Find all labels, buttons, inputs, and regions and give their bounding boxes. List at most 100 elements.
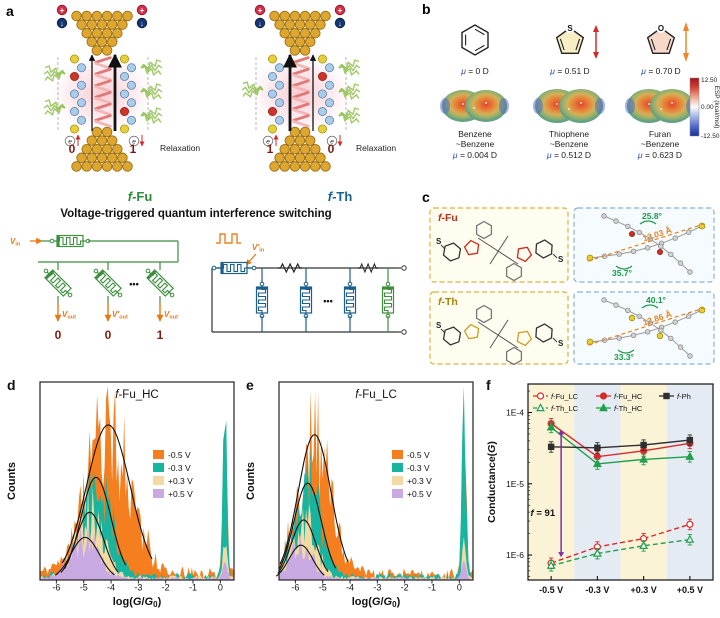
svg-text:~Benzene: ~Benzene [641, 139, 680, 149]
marker-circle [536, 392, 545, 400]
down-arrow: ↓ [338, 19, 342, 28]
pulse-trace [216, 233, 241, 244]
atom [677, 260, 684, 266]
y-axis-label: Conductance(G) [486, 441, 498, 523]
helix-rung [292, 96, 310, 105]
gold-atom [91, 10, 103, 22]
junction-f-fu: + ↓ + ↓ e e 0 1 Relaxation f-Fu [43, 4, 200, 204]
x-tick-label: -1 [428, 583, 436, 593]
gold-atom [299, 27, 311, 39]
gold-atom [320, 10, 331, 22]
marker-triangle [546, 560, 556, 569]
relaxation-label: Relaxation [160, 143, 200, 153]
marker-triangle [599, 403, 608, 412]
resistor-icon [357, 262, 379, 274]
spring-coil [338, 88, 361, 96]
ellipsis-dots: ••• [323, 296, 332, 306]
atom [324, 80, 334, 90]
atom [267, 72, 277, 82]
svg-text:Thiophene: Thiophene [549, 129, 589, 139]
down-arrow: ↓ [140, 19, 144, 28]
helix-rung [94, 96, 112, 105]
marker-square [594, 444, 601, 451]
gold-atom [101, 143, 113, 155]
resistor-zigzag [357, 262, 379, 274]
gold-atom [86, 152, 98, 164]
helix-rung [292, 67, 310, 76]
gold-atom [294, 36, 306, 48]
gold-atom [81, 161, 92, 172]
atom [324, 115, 334, 125]
atom [616, 335, 622, 341]
hist-series [279, 533, 473, 580]
gold-electrode-bottom [71, 126, 133, 172]
atom [616, 251, 622, 257]
atom [267, 89, 277, 99]
esp-map-benzene-benzene [440, 90, 509, 122]
oxygen-atom-label: O [658, 24, 664, 33]
spring-coil [338, 113, 360, 124]
legend-swatch [153, 489, 164, 498]
atom [698, 306, 706, 314]
helix-rung [94, 108, 112, 116]
ring [535, 323, 553, 343]
gold-atom [304, 19, 316, 30]
legend-swatch [392, 476, 403, 485]
esp-colorbar: 12.50 0.00 -12.50 ESP (kcal/mol) [689, 77, 720, 140]
legend-label: f-Th_LC [551, 404, 579, 413]
x-tick-label: 0 [457, 583, 462, 593]
legend-label: f-Fu_HC [614, 392, 643, 401]
memristor-icon [381, 281, 395, 319]
positive-charge-icon: + [56, 4, 68, 16]
atom [324, 63, 334, 73]
gold-atom [122, 161, 133, 172]
current-down-icon: ↓ [254, 17, 266, 29]
gold-atom [81, 10, 92, 22]
gold-atom [299, 161, 311, 172]
positive-charge-icon: + [334, 4, 346, 16]
gold-atom [106, 135, 118, 146]
x-axis-label: log(G/G0) [352, 596, 401, 609]
atom [127, 98, 137, 108]
gold-atom [269, 161, 280, 172]
pi-channel-helix [94, 56, 112, 128]
state-bit: 1 [130, 142, 137, 156]
hist-series [40, 386, 234, 580]
ring [463, 323, 480, 340]
legend-swatch [392, 450, 403, 459]
atom [77, 98, 87, 108]
memristor-icon [43, 268, 73, 298]
ring [475, 304, 493, 324]
resistor-icon [278, 262, 303, 274]
gold-atom [279, 161, 290, 172]
gold-atom [299, 143, 311, 155]
gold-atom [269, 10, 280, 22]
helix-rung [94, 91, 112, 99]
legend-label: f-Th_HC [614, 404, 643, 413]
gaussian-fit [277, 519, 329, 574]
spring-coil [140, 83, 162, 94]
plus-sign: + [140, 6, 145, 15]
gold-atom [91, 143, 103, 155]
dihedral-angle-label: 25.8° [642, 211, 663, 221]
spring-coil [140, 59, 162, 70]
atom [70, 54, 80, 64]
esp-map-furan-benzene [625, 89, 696, 123]
legend-swatch [392, 463, 403, 472]
dipole-arrow-thiophene [593, 25, 599, 59]
ring [463, 239, 480, 256]
gold-atom [76, 19, 87, 30]
panel-a-junction-schematic: a + ↓ + ↓ e e 0 1 Relaxation f-Fu [6, 3, 407, 342]
relaxation-spring [43, 65, 66, 82]
crossbar-circuit-f-th: V′in ••• [211, 233, 407, 335]
spring-coil [140, 65, 162, 76]
arrowhead [558, 552, 565, 558]
dipole-value: μ = 0.51 D [549, 66, 589, 76]
ring [442, 326, 462, 346]
colorbar-max: 12.50 [701, 77, 718, 84]
vout-prime-label: V′out [112, 310, 128, 321]
helix-rung [292, 114, 310, 122]
state-bit: 1 [267, 142, 274, 156]
dimer-label-thiophene: Thiophene ~Benzene μ = 0.512 D [546, 129, 591, 160]
spring-coil [140, 113, 162, 124]
